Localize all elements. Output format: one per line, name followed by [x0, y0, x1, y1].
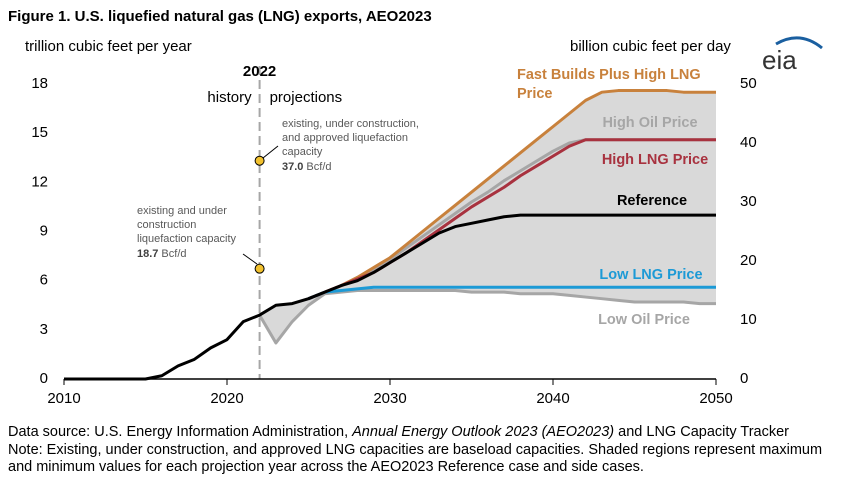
- divider-left-label: history: [207, 89, 252, 106]
- series-label: Reference: [617, 193, 687, 209]
- divider-label: 2022: [243, 63, 276, 80]
- series-label: Fast Builds Plus High LNG Price: [517, 67, 705, 102]
- y2-tick-label: 40: [740, 134, 757, 151]
- series-line: [64, 213, 716, 381]
- chart: Figure 1. U.S. liquefied natural gas (LN…: [8, 8, 823, 407]
- y2-axis-title: billion cubic feet per day: [570, 38, 731, 55]
- y2-tick-label: 30: [740, 193, 757, 210]
- chart-title: Figure 1. U.S. liquefied natural gas (LN…: [8, 8, 432, 25]
- series-line: [307, 285, 716, 301]
- series-label: Low LNG Price: [599, 267, 702, 283]
- y-axis-title: trillion cubic feet per year: [25, 38, 192, 55]
- x-tick-label: 2020: [210, 390, 243, 407]
- x-tick-label: 2040: [536, 390, 569, 407]
- source-title: Annual Energy Outlook 2023 (AEO2023): [352, 424, 615, 440]
- annotation-unit: Bcf/d: [161, 248, 186, 260]
- x-tick-label: 2030: [373, 390, 406, 407]
- y-tick-label: 15: [31, 124, 48, 141]
- annotation-text: existing and under: [137, 205, 227, 217]
- y2-tick-label: 20: [740, 252, 757, 269]
- series-label: High Oil Price: [602, 115, 697, 131]
- note: Note: Existing, under construction, and …: [8, 441, 823, 476]
- footer: Data source: U.S. Energy Information Adm…: [8, 424, 844, 477]
- series-label: Low Oil Price: [598, 312, 690, 328]
- annotation-value: 18.7: [137, 248, 158, 260]
- annotation-text: and approved liquefaction: [282, 132, 408, 144]
- series-line: [307, 89, 716, 301]
- y-tick-label: 3: [40, 321, 48, 338]
- annotation-leader: [262, 145, 279, 159]
- annotation-text: existing, under construction,: [282, 118, 419, 130]
- annotation-text: liquefaction capacity: [137, 233, 237, 245]
- source-text: and LNG Capacity Tracker: [614, 424, 790, 440]
- y-tick-label: 12: [31, 173, 48, 190]
- y2-tick-label: 0: [740, 370, 748, 387]
- series-label: High LNG Price: [602, 152, 708, 168]
- annotation-value: 37.0: [282, 161, 303, 173]
- source-note: Data source: U.S. Energy Information Adm…: [8, 424, 844, 442]
- logo-text: eia: [762, 45, 797, 75]
- source-text: Data source: U.S. Energy Information Adm…: [8, 424, 353, 440]
- divider-right-label: projections: [270, 89, 343, 106]
- annotation-point: [254, 155, 265, 166]
- x-tick-label: 2010: [47, 390, 80, 407]
- y2-tick-label: 10: [740, 311, 757, 328]
- annotation-point: [254, 263, 265, 274]
- y-tick-label: 0: [40, 370, 48, 387]
- annotation-leader: [242, 253, 258, 265]
- y-tick-label: 18: [31, 75, 48, 92]
- range-band: [259, 90, 716, 343]
- y-tick-label: 6: [40, 272, 48, 289]
- series-line: [258, 289, 716, 345]
- logo-arc: [775, 36, 823, 50]
- annotation-text: capacity: [282, 146, 323, 158]
- annotation-text: construction: [137, 219, 196, 231]
- logo: eia: [762, 36, 823, 75]
- y-tick-label: 9: [40, 222, 48, 239]
- annotation-unit: Bcf/d: [306, 161, 331, 173]
- x-tick-label: 2050: [699, 390, 732, 407]
- y2-tick-label: 50: [740, 75, 757, 92]
